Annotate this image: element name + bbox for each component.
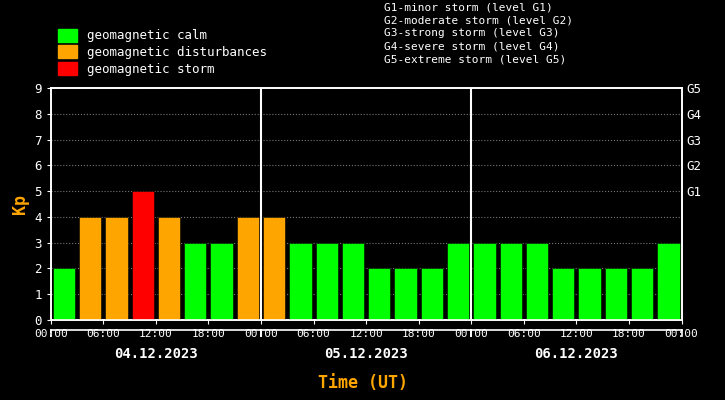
Bar bbox=[341, 243, 364, 320]
Bar bbox=[263, 217, 286, 320]
Y-axis label: Kp: Kp bbox=[11, 194, 29, 214]
Bar bbox=[605, 268, 627, 320]
Bar bbox=[236, 217, 259, 320]
Text: 04.12.2023: 04.12.2023 bbox=[114, 347, 198, 361]
Legend: geomagnetic calm, geomagnetic disturbances, geomagnetic storm: geomagnetic calm, geomagnetic disturbanc… bbox=[57, 28, 268, 77]
Bar bbox=[447, 243, 469, 320]
Bar bbox=[315, 243, 338, 320]
Bar bbox=[105, 217, 128, 320]
Bar bbox=[131, 191, 154, 320]
Bar bbox=[526, 243, 548, 320]
Bar bbox=[289, 243, 312, 320]
Text: G1-minor storm (level G1)
G2-moderate storm (level G2)
G3-strong storm (level G3: G1-minor storm (level G1) G2-moderate st… bbox=[384, 2, 573, 65]
Bar bbox=[53, 268, 75, 320]
Bar bbox=[500, 243, 522, 320]
Bar bbox=[210, 243, 233, 320]
Bar bbox=[184, 243, 207, 320]
Bar bbox=[473, 243, 496, 320]
Text: Time (UT): Time (UT) bbox=[318, 374, 407, 392]
Bar bbox=[657, 243, 679, 320]
Text: 05.12.2023: 05.12.2023 bbox=[324, 347, 408, 361]
Bar bbox=[368, 268, 391, 320]
Bar bbox=[158, 217, 181, 320]
Bar bbox=[631, 268, 653, 320]
Text: 06.12.2023: 06.12.2023 bbox=[534, 347, 618, 361]
Bar bbox=[394, 268, 417, 320]
Bar bbox=[420, 268, 443, 320]
Bar bbox=[552, 268, 574, 320]
Bar bbox=[579, 268, 601, 320]
Bar bbox=[79, 217, 102, 320]
